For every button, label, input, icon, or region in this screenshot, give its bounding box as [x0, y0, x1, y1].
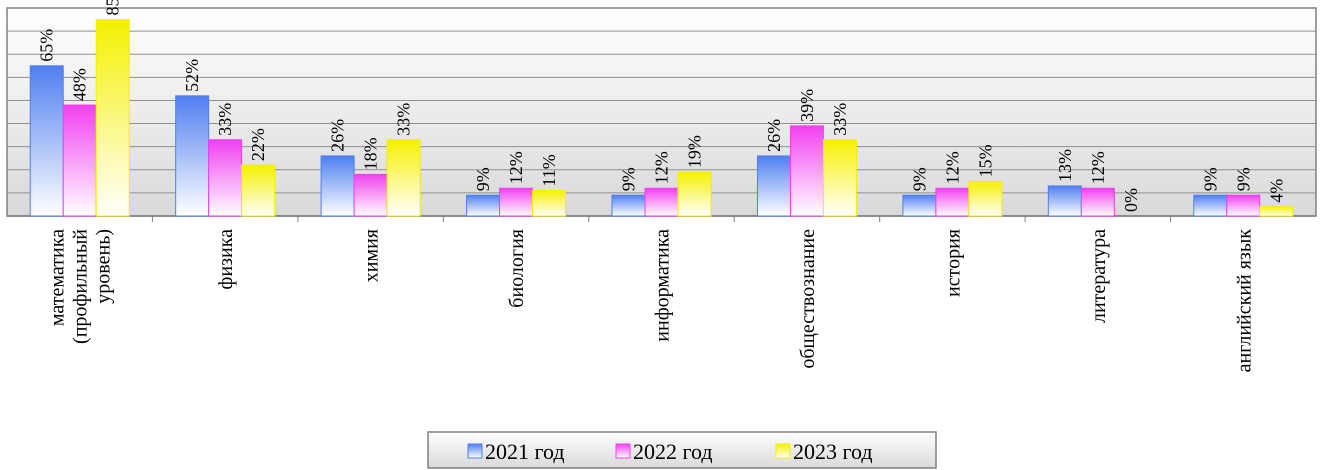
bar — [611, 194, 646, 217]
data-label: 9% — [619, 167, 639, 191]
legend-swatch — [775, 443, 791, 459]
x-tick-label: химия — [361, 229, 383, 282]
data-label: 26% — [764, 119, 784, 152]
data-label: 12% — [506, 151, 526, 184]
bar — [29, 65, 64, 217]
x-tick-label: уровень) — [93, 229, 115, 304]
legend-label: 2021 год — [485, 439, 565, 464]
data-label: 11% — [539, 154, 559, 186]
bar — [353, 173, 388, 217]
x-tick-label: математика — [47, 229, 69, 326]
data-label: 12% — [942, 151, 962, 184]
bar — [935, 187, 970, 217]
bar — [466, 194, 501, 217]
data-label: 18% — [361, 137, 381, 170]
x-tick-label: биология — [506, 229, 528, 308]
x-tick-label: информатика — [652, 229, 674, 342]
bar — [1047, 185, 1082, 217]
data-label: 9% — [1200, 167, 1220, 191]
data-label: 33% — [830, 103, 850, 136]
legend-swatch — [615, 443, 631, 459]
data-label: 9% — [473, 167, 493, 191]
data-label: 13% — [1055, 149, 1075, 182]
bar — [756, 155, 791, 217]
x-axis-tick-labels: математика (профильный уровень) физика химия… — [47, 216, 1255, 373]
bar — [499, 187, 534, 217]
legend-box — [427, 431, 937, 469]
data-label: 48% — [70, 68, 90, 101]
bar — [1193, 194, 1228, 217]
bar — [644, 187, 679, 217]
bar — [175, 95, 210, 217]
bar — [208, 139, 243, 217]
data-label: 12% — [652, 151, 672, 184]
x-tick-label: (профильный — [70, 229, 92, 344]
data-label: 12% — [1088, 151, 1108, 184]
bar — [95, 19, 130, 217]
x-tick-label: история — [942, 229, 964, 297]
bar — [241, 164, 276, 217]
legend: 2021 год 2022 год 2023 год — [427, 431, 937, 469]
legend-label: 2023 год — [793, 439, 873, 464]
data-label: 26% — [328, 119, 348, 152]
data-label: 15% — [975, 144, 995, 177]
bar — [1080, 187, 1115, 217]
data-label: 9% — [909, 167, 929, 191]
bar — [1259, 206, 1294, 217]
data-label: 33% — [394, 103, 414, 136]
data-label: 0% — [1121, 188, 1141, 212]
bar — [968, 180, 1003, 217]
bar — [1226, 194, 1261, 217]
bar — [677, 171, 712, 217]
bar — [532, 190, 567, 217]
bar — [386, 139, 421, 217]
data-label: 85% — [103, 0, 123, 16]
x-tick-label: литература — [1088, 229, 1110, 323]
data-label: 19% — [685, 135, 705, 168]
x-tick-label: обществознание — [797, 229, 819, 369]
bar — [62, 104, 97, 217]
legend-label: 2022 год — [633, 439, 713, 464]
x-tick-label: физика — [215, 229, 237, 290]
data-label: 52% — [182, 59, 202, 92]
bar — [822, 139, 857, 217]
data-label: 39% — [797, 89, 817, 122]
data-label: 65% — [37, 29, 57, 62]
data-label: 22% — [248, 128, 268, 161]
data-label: 9% — [1233, 167, 1253, 191]
legend-swatch — [467, 443, 483, 459]
x-tick-label: английский язык — [1233, 229, 1255, 373]
bar — [902, 194, 937, 217]
data-label: 33% — [215, 103, 235, 136]
bars — [29, 19, 1294, 217]
bar — [789, 125, 824, 217]
bar — [320, 155, 355, 217]
data-label: 4% — [1266, 179, 1286, 203]
data-labels: 65% 48% 85% 52% 33% 22% 26% 18% 33% 9% 12% 11% 9% 12%… — [37, 0, 1287, 212]
